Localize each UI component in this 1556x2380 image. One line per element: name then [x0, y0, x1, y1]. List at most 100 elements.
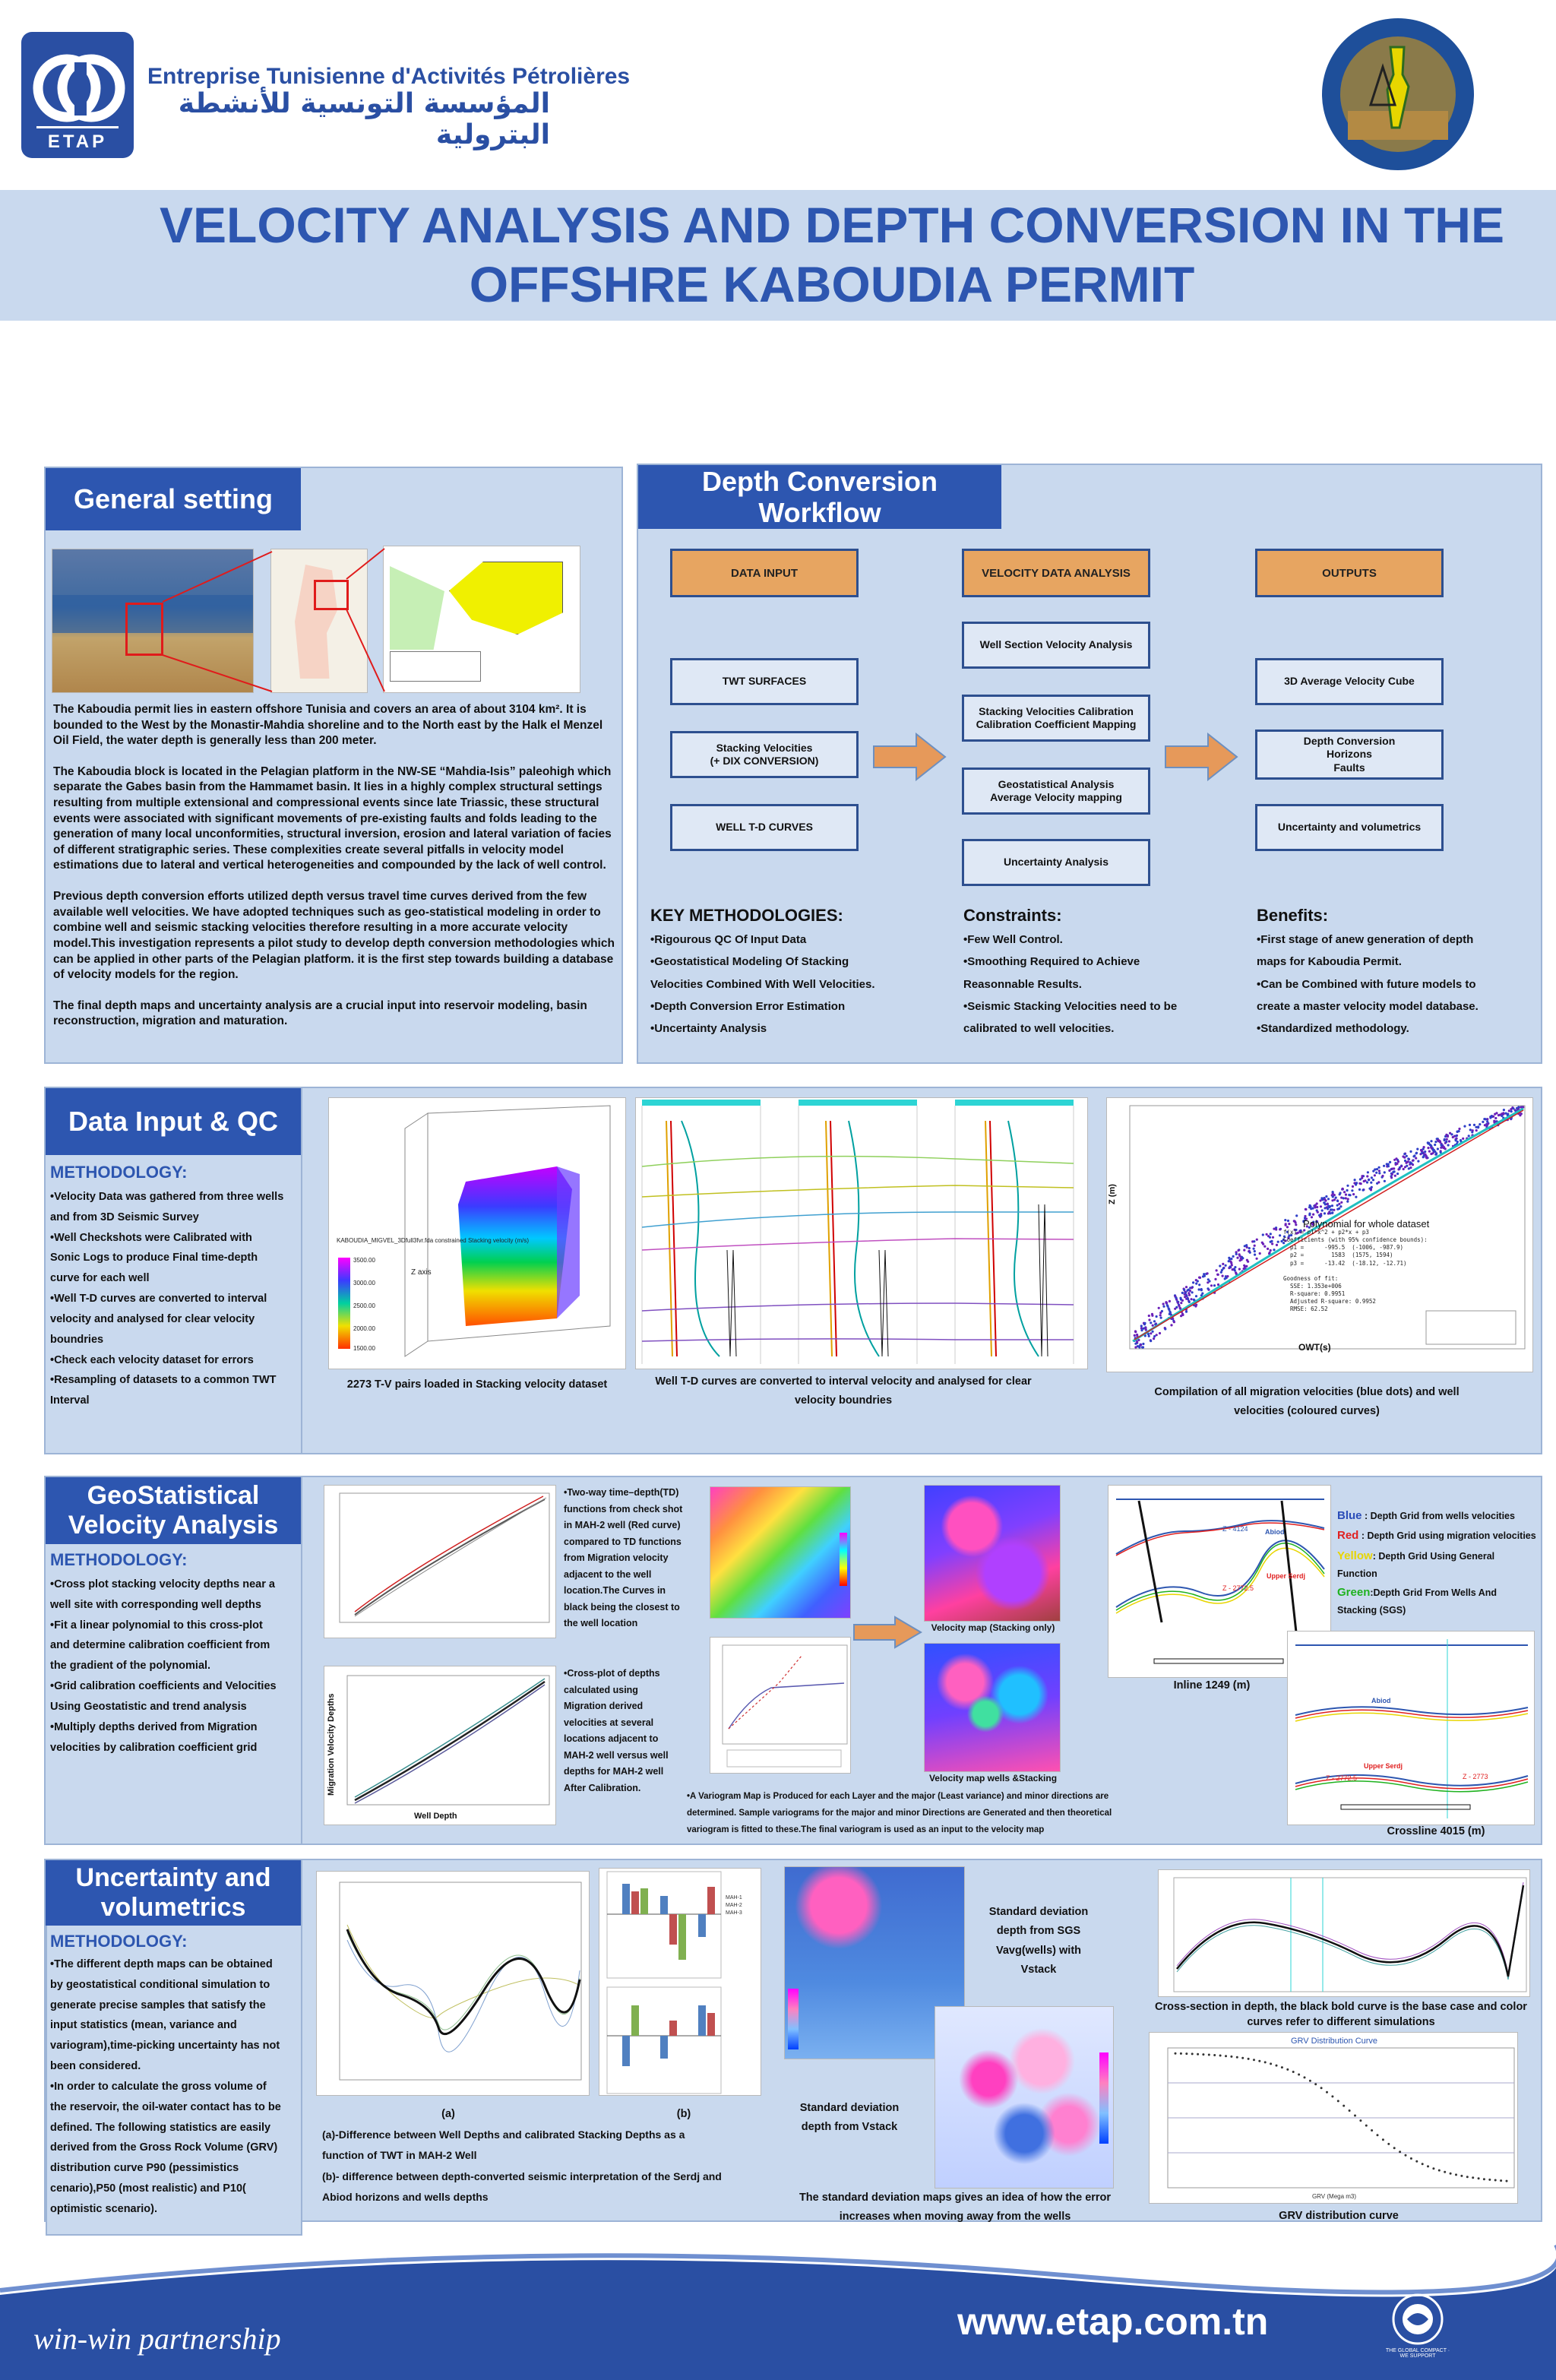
note-line: calculated using: [564, 1684, 638, 1695]
scatter-point: [1425, 1157, 1428, 1160]
scatter-point: [1341, 1188, 1344, 1191]
scatter-point: [1159, 1312, 1162, 1315]
scatter-point: [1427, 1147, 1430, 1150]
wf-output-depth-conversion: Depth Conversion Horizons Faults: [1255, 730, 1444, 780]
scatter-point: [1227, 1260, 1230, 1263]
scatter-point: [1383, 1171, 1386, 1174]
methodology-item: Sonic Logs to produce Final time-depth: [50, 1252, 258, 1264]
key-item: •Depth Conversion Error Estimation: [650, 999, 846, 1013]
grv-point: [1460, 2174, 1463, 2177]
legend-text: : Depth Grid Using General Function: [1337, 1550, 1495, 1579]
scatter-point: [1304, 1207, 1307, 1211]
scatter-point: [1434, 1153, 1437, 1156]
grv-point: [1427, 2165, 1429, 2168]
variogram-text: •A Variogram Map is Produced for each La…: [687, 1792, 1112, 1834]
scatter-point: [1176, 1301, 1179, 1304]
scatter-point: [1238, 1268, 1241, 1271]
scatter-point: [1381, 1174, 1384, 1178]
scatter-point: [1440, 1146, 1443, 1149]
scatter-point: [1286, 1226, 1289, 1229]
methodology-item: curve for each well: [50, 1272, 150, 1285]
constraint-item: •Few Well Control.: [963, 933, 1063, 946]
grv-title: GRV Distribution Curve: [1291, 2037, 1377, 2046]
depth-cross-section: [1158, 1869, 1530, 1997]
scatter-point: [1431, 1152, 1434, 1155]
grv-point: [1292, 2071, 1295, 2073]
desc-line: (b)- difference between depth-converted …: [322, 2170, 722, 2182]
grv-distribution-chart: GRV Distribution Curve GRV (Mega m3): [1149, 2032, 1518, 2204]
global-compact-badge: THE GLOBAL COMPACT · WE SUPPORT: [1381, 2287, 1454, 2363]
scatter-point: [1134, 1346, 1137, 1349]
methodology-item: by geostatistical conditional simulation…: [50, 1978, 270, 1991]
scatter-point: [1270, 1239, 1273, 1242]
scatter-point: [1192, 1298, 1195, 1301]
scatter-point: [1208, 1280, 1211, 1283]
scatter-point: [1397, 1168, 1400, 1171]
scatter-point: [1326, 1203, 1329, 1206]
methodology-item: defined. The following statistics are ea…: [50, 2121, 271, 2134]
bar-chart: MAH-1 MAH-2 MAH-3: [606, 1871, 742, 2094]
scatter-point: [1185, 1294, 1188, 1298]
scatter-point: [1484, 1118, 1487, 1121]
scatter-point: [1446, 1135, 1450, 1138]
note-line: velocities at several: [564, 1717, 654, 1728]
note-line: •Two-way time–depth(TD): [564, 1487, 679, 1498]
scatter-point: [1180, 1315, 1183, 1318]
scatter-point: [1169, 1311, 1172, 1315]
scatter-point: [1427, 1142, 1430, 1145]
scatter-point: [1233, 1269, 1236, 1272]
methodology-item: cenario),P50 (most realistic) and P10(: [50, 2182, 246, 2195]
scatter-point: [1198, 1276, 1202, 1279]
scatter-point: [1469, 1128, 1472, 1131]
footer-url[interactable]: www.etap.com.tn: [957, 2300, 1269, 2343]
note-line: After Calibration.: [564, 1782, 641, 1793]
scatter-point: [1220, 1269, 1223, 1272]
gs-paragraph-4: The final depth maps and uncertainty ana…: [53, 999, 587, 1028]
note-line: locations adjacent to: [564, 1733, 659, 1744]
scatter-point: [1324, 1203, 1327, 1206]
scatter-point: [1242, 1268, 1245, 1271]
conference-logo: [1317, 14, 1479, 175]
scatter-point: [1143, 1334, 1146, 1337]
scatter-point: [1134, 1331, 1137, 1334]
desc-line: function of TWT in MAH-2 Well: [322, 2149, 477, 2162]
scatter-point: [1422, 1147, 1425, 1150]
benefits-title: Benefits:: [1257, 906, 1329, 925]
note-line: from Migration velocity: [564, 1552, 669, 1563]
bar-legend: MAH-1: [726, 1895, 742, 1901]
scatter-point: [1188, 1292, 1191, 1295]
methodology-list: •Velocity Data was gathered from three w…: [50, 1187, 301, 1411]
grv-point: [1314, 2083, 1317, 2086]
note-line: in MAH-2 well (Red curve): [564, 1520, 681, 1530]
grv-point: [1371, 2129, 1374, 2132]
methodology-item: and determine calibration coefficient fr…: [50, 1639, 270, 1652]
scatter-point: [1346, 1198, 1349, 1201]
legend-text: : Depth Grid from wells velocities: [1362, 1511, 1515, 1521]
gs-paragraph-1: The Kaboudia permit lies in eastern offs…: [53, 703, 603, 748]
scatter-point: [1422, 1154, 1425, 1157]
scatter-point: [1295, 1214, 1298, 1217]
scatter-point: [1162, 1305, 1165, 1308]
scatter-point: [1352, 1193, 1355, 1196]
grv-point: [1326, 2090, 1328, 2094]
scatter-point: [1522, 1106, 1525, 1109]
grv-point: [1477, 2177, 1480, 2180]
scatter-point: [1377, 1169, 1380, 1173]
scatter-point: [1339, 1205, 1343, 1208]
scatter-point: [1140, 1325, 1143, 1328]
scatter-point: [1342, 1197, 1345, 1200]
scatter-point: [1314, 1206, 1317, 1209]
grv-point: [1275, 2064, 1278, 2067]
scatter-point: [1151, 1330, 1154, 1333]
grv-point: [1235, 2056, 1238, 2059]
methodology-item: variogram),time-picking uncertainty has …: [50, 2040, 280, 2052]
scatter-point: [1151, 1324, 1154, 1327]
scatter-point: [1442, 1147, 1445, 1150]
methodology-item: Using Geostatistic and trend analysis: [50, 1700, 247, 1713]
scatter-point: [1226, 1275, 1229, 1278]
scatter-point: [1447, 1140, 1451, 1143]
methodology-item: the gradient of the polynomial.: [50, 1660, 211, 1673]
scatter-point: [1310, 1207, 1313, 1211]
grv-point: [1393, 2147, 1396, 2150]
scatter-point: [1319, 1214, 1322, 1217]
